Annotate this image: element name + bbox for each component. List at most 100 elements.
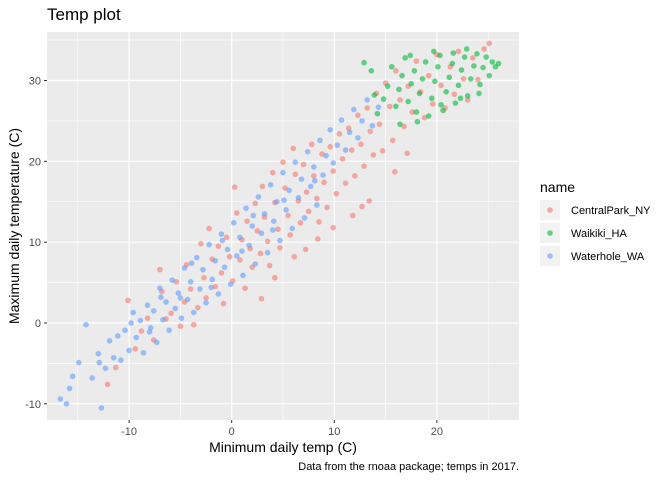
data-point: [140, 350, 147, 356]
data-point: [355, 135, 361, 141]
data-point: [405, 98, 411, 105]
data-point: [359, 203, 365, 210]
data-point: [455, 82, 462, 89]
data-point: [432, 78, 438, 85]
data-point: [132, 346, 139, 352]
data-point: [269, 227, 276, 233]
data-point: [413, 109, 420, 115]
data-point: [106, 337, 113, 344]
data-point: [285, 212, 291, 219]
data-point: [393, 103, 399, 110]
data-point: [471, 63, 477, 69]
data-point: [254, 228, 261, 234]
data-point: [430, 101, 436, 107]
y-tick-label: 20: [29, 156, 41, 168]
data-point: [364, 97, 370, 103]
data-point: [449, 60, 456, 67]
data-point: [187, 278, 194, 285]
legend-key-marker: [547, 253, 553, 259]
data-point: [481, 46, 487, 52]
data-point: [486, 72, 493, 79]
data-point: [277, 245, 283, 251]
data-point: [495, 60, 502, 67]
data-point: [102, 365, 109, 372]
data-point: [177, 323, 184, 330]
data-point: [407, 52, 414, 59]
data-point: [188, 260, 195, 266]
x-axis: -10 0 10 20: [121, 420, 443, 438]
data-point: [240, 272, 246, 279]
data-point: [419, 76, 426, 82]
data-point: [342, 180, 349, 186]
data-point: [314, 202, 320, 208]
data-point: [110, 354, 117, 361]
data-point: [458, 67, 465, 73]
data-point: [181, 265, 188, 271]
data-point: [315, 236, 321, 242]
data-point: [264, 249, 271, 256]
data-point: [118, 357, 124, 363]
x-tick-label: 20: [431, 426, 443, 438]
data-point: [197, 286, 203, 292]
data-point: [401, 123, 407, 130]
data-point: [89, 375, 95, 381]
legend-key-marker: [547, 207, 553, 213]
data-point: [220, 300, 227, 307]
data-point: [226, 253, 233, 260]
y-tick-label: 10: [29, 237, 41, 249]
data-point: [348, 147, 355, 153]
data-point: [397, 121, 403, 127]
data-point: [376, 121, 383, 127]
legend-label: CentralPark_NY: [571, 205, 651, 217]
data-point: [323, 152, 329, 159]
data-point: [489, 59, 496, 65]
data-point: [237, 257, 243, 263]
data-point: [184, 296, 191, 303]
data-point: [438, 101, 444, 108]
data-point: [370, 152, 377, 158]
data-point: [126, 347, 132, 354]
data-point: [280, 169, 286, 176]
data-point: [346, 129, 353, 136]
data-point: [428, 95, 435, 102]
data-point: [316, 219, 322, 225]
data-points: [57, 40, 502, 411]
data-point: [463, 46, 470, 52]
data-point: [476, 90, 482, 97]
data-point: [283, 207, 289, 213]
data-point: [359, 118, 365, 124]
data-point: [486, 40, 493, 47]
data-point: [334, 142, 341, 148]
data-point: [467, 76, 474, 82]
data-point: [150, 308, 157, 314]
data-point: [321, 179, 327, 186]
data-point: [96, 359, 103, 366]
legend-label: Waikiki_HA: [571, 228, 627, 240]
data-point: [250, 212, 257, 219]
data-point: [230, 219, 237, 226]
data-point: [157, 285, 163, 292]
data-point: [355, 112, 361, 119]
data-point: [178, 315, 185, 321]
data-point: [425, 113, 432, 119]
data-point: [223, 234, 230, 241]
data-point: [374, 110, 381, 117]
data-point: [153, 339, 160, 346]
data-point: [301, 215, 308, 221]
data-point: [224, 246, 231, 253]
data-point: [386, 103, 393, 110]
data-point: [63, 401, 70, 407]
data-point: [457, 95, 464, 102]
data-point: [227, 281, 234, 288]
data-point: [451, 91, 458, 98]
data-point: [312, 177, 318, 184]
data-point: [243, 205, 249, 212]
data-point: [177, 295, 184, 301]
data-point: [389, 137, 396, 144]
data-point: [380, 96, 387, 102]
data-point: [282, 185, 288, 191]
data-point: [446, 74, 453, 81]
data-point: [384, 83, 391, 89]
data-point: [388, 63, 395, 70]
data-point: [338, 117, 345, 123]
